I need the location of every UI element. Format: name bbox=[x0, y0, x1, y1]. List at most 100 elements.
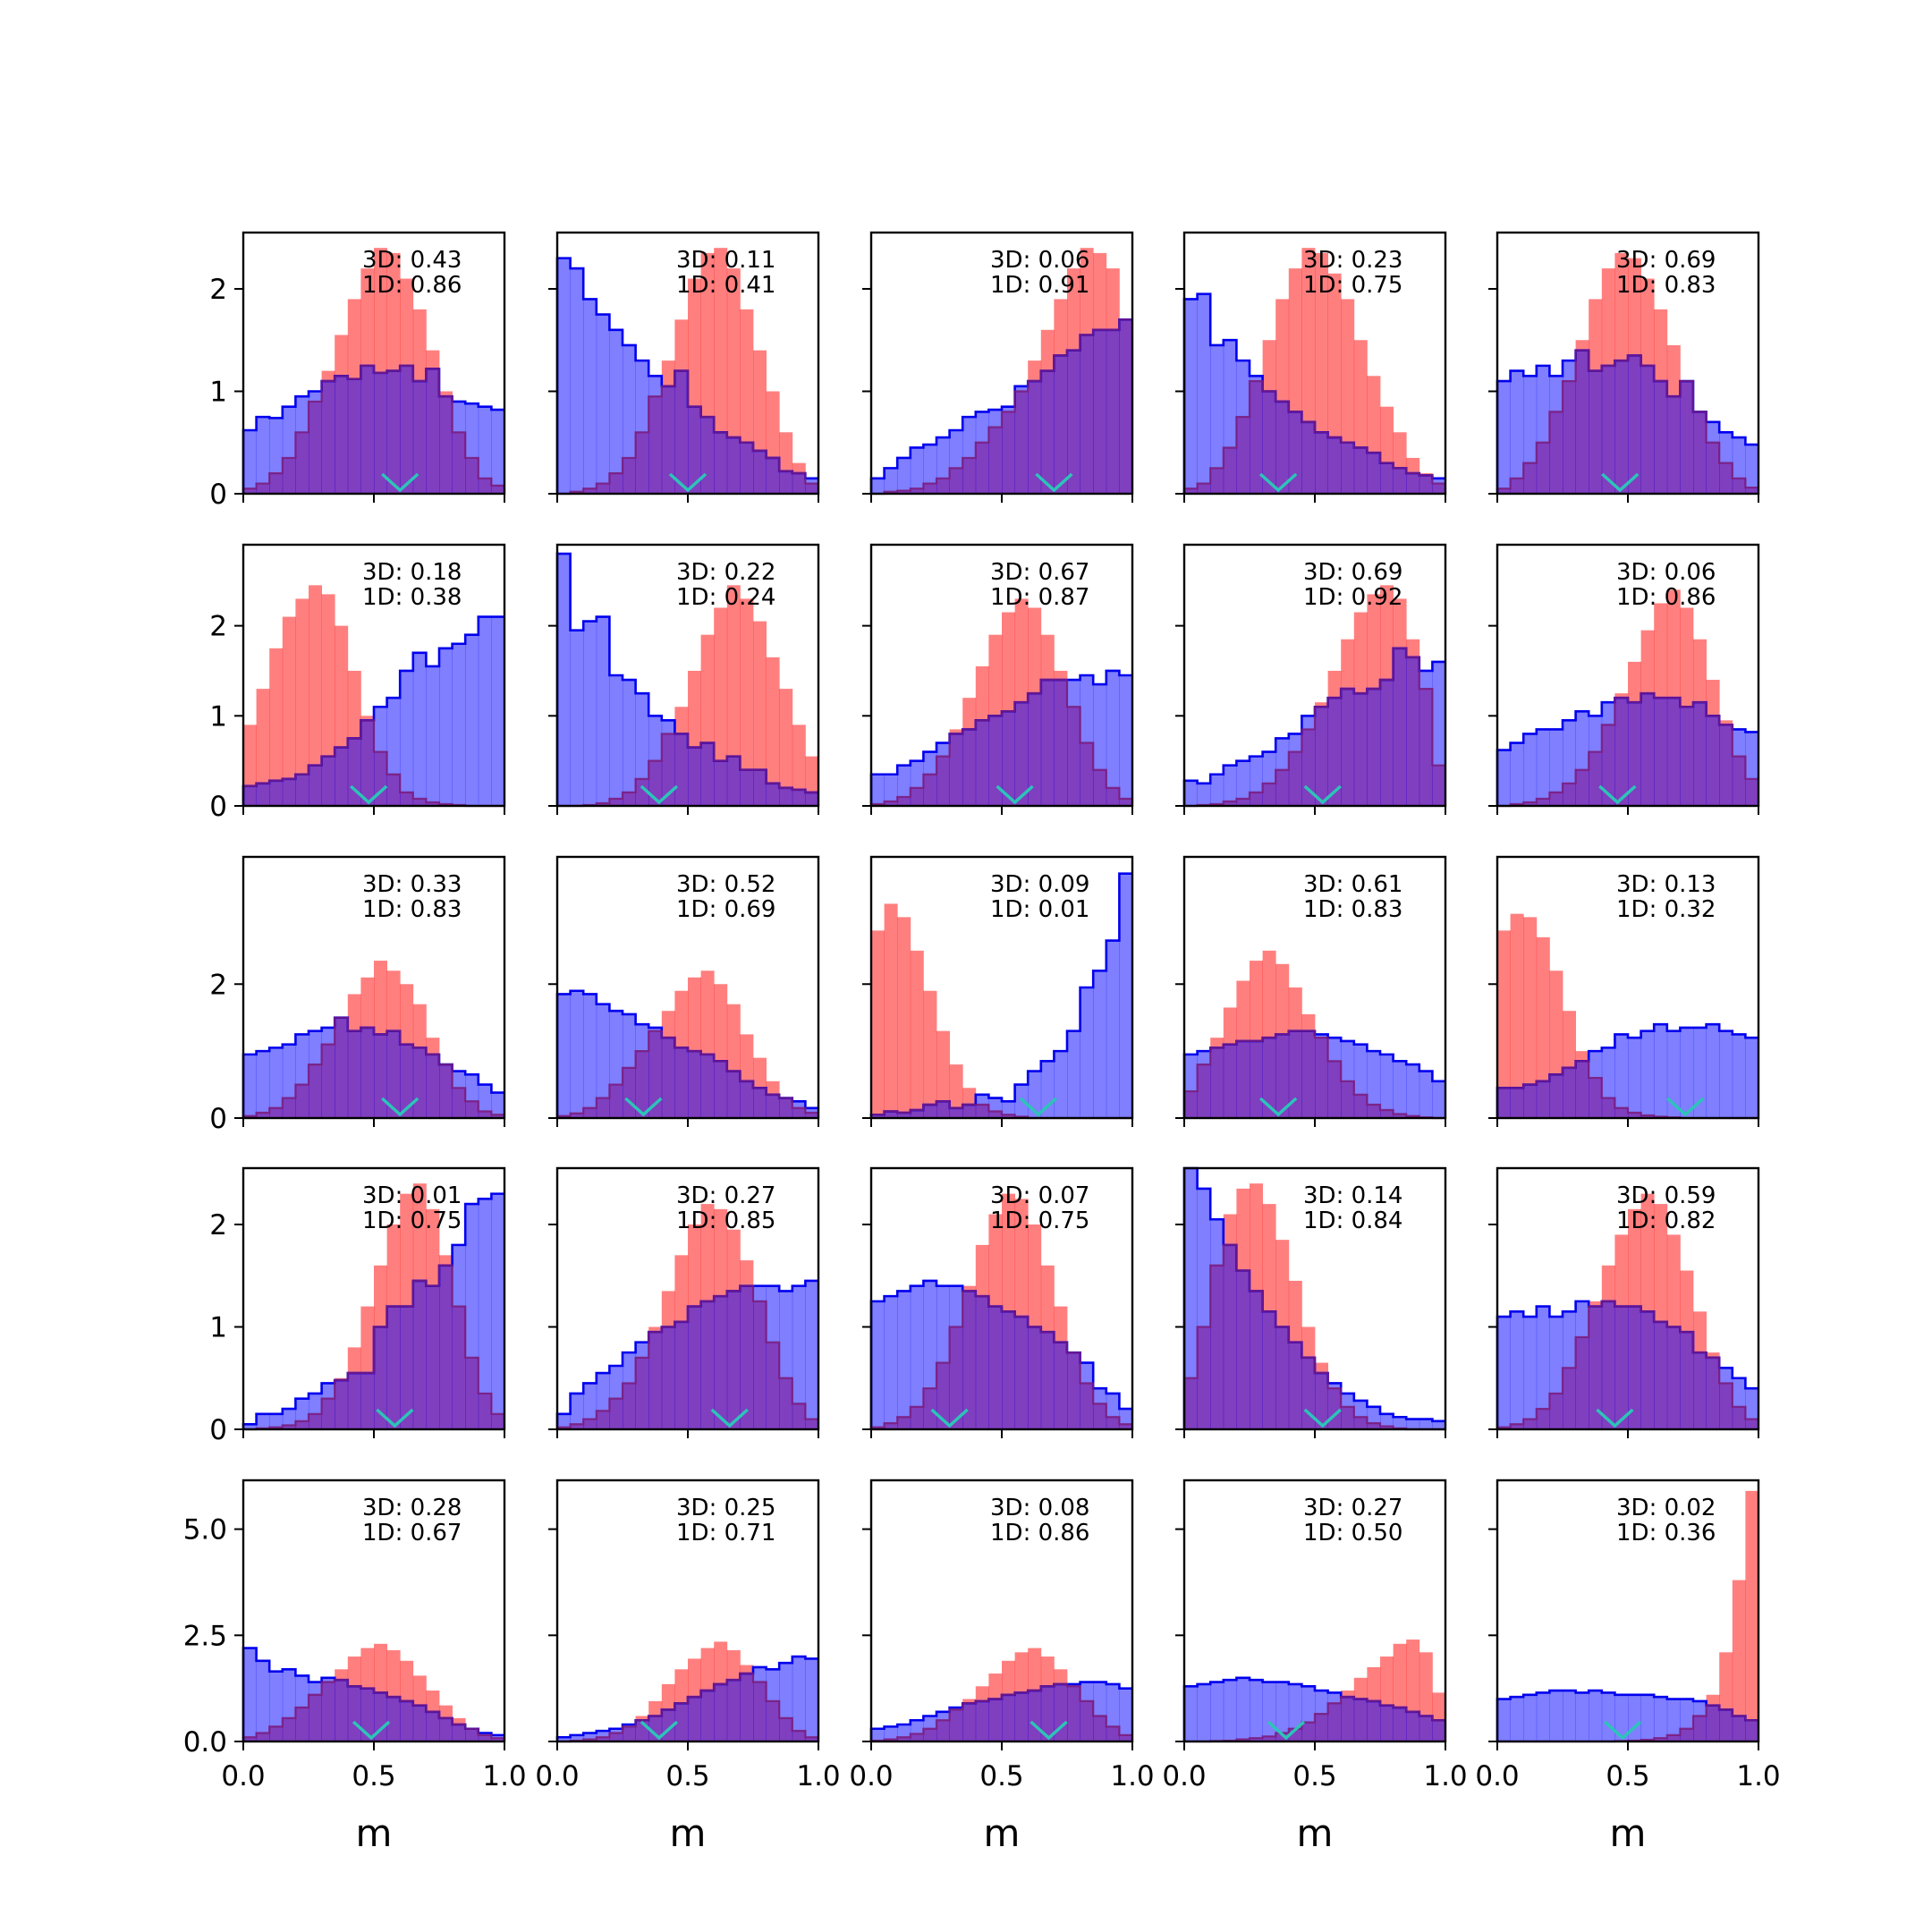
blue-bar bbox=[766, 1669, 780, 1741]
blue-bar bbox=[1575, 711, 1589, 806]
blue-bar bbox=[635, 360, 649, 494]
blue-bar bbox=[557, 258, 571, 494]
blue-bar bbox=[1589, 370, 1603, 494]
blue-bar bbox=[1236, 760, 1250, 806]
blue-bar bbox=[1093, 1682, 1107, 1741]
blue-bar bbox=[975, 720, 989, 806]
blue-bar bbox=[1315, 707, 1328, 806]
blue-bar bbox=[1654, 1321, 1668, 1429]
blue-bar bbox=[1028, 693, 1042, 806]
blue-bar bbox=[570, 268, 584, 494]
blue-bar bbox=[635, 1024, 649, 1118]
blue-bar bbox=[740, 769, 754, 806]
blue-bar bbox=[360, 1688, 375, 1741]
marker-chevron bbox=[1258, 1097, 1298, 1117]
blue-bar bbox=[1589, 716, 1603, 806]
blue-bar bbox=[360, 1373, 375, 1429]
annotation-1d: 1D: 0.87 bbox=[990, 584, 1089, 611]
overlap-step-line bbox=[243, 1264, 504, 1431]
blue-bar bbox=[1054, 1683, 1068, 1741]
blue-bar bbox=[1654, 1024, 1668, 1118]
blue-bar bbox=[1628, 702, 1641, 806]
blue-bar bbox=[1236, 360, 1250, 494]
blue-bar bbox=[923, 1105, 937, 1118]
blue-bar bbox=[1614, 698, 1629, 806]
blue-bar bbox=[1093, 1388, 1107, 1429]
blue-bar bbox=[1640, 1030, 1655, 1118]
red-bar bbox=[295, 598, 309, 806]
blue-bar bbox=[347, 1686, 361, 1741]
blue-bar bbox=[1184, 1686, 1198, 1741]
blue-bar bbox=[491, 1092, 505, 1118]
blue-bar bbox=[700, 417, 715, 494]
blue-bar bbox=[1680, 1699, 1694, 1741]
blue-bar bbox=[1497, 750, 1511, 806]
blue-bar bbox=[583, 1733, 597, 1741]
blue-bar bbox=[1014, 702, 1029, 806]
blue-bar bbox=[1732, 1034, 1746, 1118]
blue-bar bbox=[1028, 381, 1042, 494]
blue-bar bbox=[1315, 432, 1328, 494]
blue-bar bbox=[1732, 729, 1746, 806]
blue-bar bbox=[1680, 1332, 1694, 1429]
blue-bar bbox=[269, 1413, 284, 1429]
blue-bar bbox=[465, 403, 479, 494]
blue-bar bbox=[884, 774, 898, 806]
blue-bar bbox=[949, 430, 963, 494]
annotation-1d: 1D: 0.82 bbox=[1616, 1208, 1716, 1234]
annotation-1d: 1D: 0.83 bbox=[1303, 896, 1402, 923]
blue-bar bbox=[596, 314, 610, 494]
blue-bar bbox=[1301, 1030, 1316, 1118]
x-tick-label: 1.0 bbox=[1423, 1760, 1467, 1792]
marker-chevron bbox=[381, 472, 419, 493]
blue-bar bbox=[386, 1030, 401, 1118]
blue-bar bbox=[400, 1700, 414, 1741]
y-tick-label: 2.5 bbox=[183, 1620, 227, 1652]
blue-bar bbox=[335, 376, 349, 494]
blue-bar bbox=[583, 1383, 597, 1429]
annotation-1d: 1D: 0.92 bbox=[1303, 584, 1402, 611]
blue-bar bbox=[1080, 1682, 1094, 1741]
blue-bar bbox=[1406, 1064, 1420, 1118]
blue-bar bbox=[975, 1700, 989, 1741]
y-tick-label: 5.0 bbox=[183, 1514, 227, 1546]
blue-bar bbox=[557, 1413, 571, 1429]
red-bar bbox=[309, 585, 322, 806]
x-tick-label: 0.0 bbox=[849, 1760, 893, 1792]
blue-bar bbox=[1014, 386, 1029, 494]
blue-bar bbox=[269, 1047, 284, 1118]
annotation-1d: 1D: 0.86 bbox=[1616, 584, 1716, 611]
y-tick-label: 0 bbox=[209, 1414, 227, 1446]
red-bar bbox=[1510, 913, 1524, 1118]
blue-bar bbox=[726, 1291, 741, 1429]
blue-bar bbox=[570, 990, 584, 1118]
blue-bar bbox=[478, 1084, 492, 1118]
blue-bar bbox=[1640, 1694, 1655, 1741]
blue-bar bbox=[1601, 1301, 1615, 1429]
blue-bar bbox=[1014, 1317, 1029, 1429]
blue-bar bbox=[1210, 1219, 1224, 1429]
overlap-step-line bbox=[1496, 349, 1758, 494]
blue-bar bbox=[1563, 1690, 1576, 1741]
blue-bar bbox=[962, 1291, 977, 1429]
blue-bar bbox=[1288, 1030, 1302, 1118]
blue-bar bbox=[1497, 381, 1511, 494]
blue-bar bbox=[583, 299, 597, 494]
annotation-1d: 1D: 0.67 bbox=[362, 1520, 462, 1546]
blue-bar bbox=[1197, 1683, 1211, 1741]
blue-bar bbox=[700, 1301, 715, 1429]
blue-bar bbox=[570, 1393, 584, 1429]
blue-bar bbox=[1353, 693, 1368, 806]
blue-bar bbox=[988, 1699, 1003, 1741]
annotation-1d: 1D: 0.86 bbox=[362, 272, 462, 299]
annotation-3d: 3D: 0.69 bbox=[1616, 247, 1716, 274]
red-bar bbox=[779, 689, 793, 806]
overlap-step-line bbox=[557, 733, 818, 808]
blue-bar bbox=[1327, 1383, 1342, 1429]
blue-bar bbox=[1002, 406, 1015, 494]
blue-bar bbox=[347, 1030, 361, 1118]
red-bar bbox=[923, 990, 937, 1118]
blue-bar bbox=[335, 1380, 349, 1429]
blue-bar bbox=[1497, 1699, 1511, 1741]
